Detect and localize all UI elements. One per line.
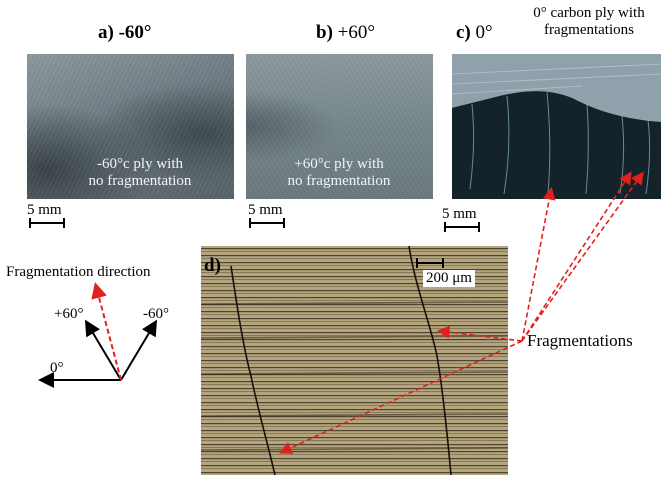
panel-c-caption-line1: 0° carbon ply with [533, 5, 645, 21]
panel-a-scale-label: 5 mm [27, 202, 62, 218]
panel-d-scalebar [416, 258, 444, 268]
panel-a-angle: -60° [118, 22, 152, 43]
panel-d-title: d) [204, 255, 221, 277]
panel-b-photo: +60°c ply with no fragmentation [246, 54, 433, 199]
panel-c-caption: 0° carbon ply with fragmentations [514, 5, 663, 39]
panel-a-letter: a) [98, 22, 114, 43]
zero-label: 0° [50, 360, 64, 376]
panel-b-letter: b) [316, 22, 333, 43]
panel-c-title: c) 0° [456, 22, 493, 44]
panel-a-scale: 5 mm [27, 202, 62, 219]
panel-c-scalebar [444, 222, 480, 232]
plus60-label: +60° [54, 306, 84, 322]
panel-b-angle: +60° [337, 22, 375, 43]
panel-a-caption-line2: no fragmentation [88, 173, 192, 189]
panel-b-caption: +60°c ply with no fragmentation [264, 156, 414, 190]
panel-a-photo: -60°c ply with no fragmentation [27, 54, 234, 199]
panel-b-caption-line2: no fragmentation [287, 173, 391, 189]
panel-a-caption-line1: -60°c ply with [97, 156, 183, 172]
minus60-label: -60° [143, 306, 169, 322]
panel-d-photo: 200 μm [201, 246, 508, 475]
panel-c-scale: 5 mm [442, 206, 477, 223]
panel-b-scale-label: 5 mm [248, 202, 283, 218]
panel-b-scale: 5 mm [248, 202, 283, 219]
panel-c-scale-label: 5 mm [442, 206, 477, 222]
panel-a-title: a) -60° [98, 22, 152, 44]
panel-c-angle: 0° [475, 22, 493, 43]
panel-b-title: b) +60° [316, 22, 375, 44]
panel-a-scalebar [29, 218, 65, 228]
panel-d-letter: d) [204, 255, 221, 276]
panel-a-caption: -60°c ply with no fragmentation [65, 156, 215, 190]
panel-c-texture [452, 54, 661, 199]
fragmentations-label: Fragmentations [527, 331, 633, 350]
panel-d-scale: 200 μm [423, 270, 475, 287]
panel-b-scalebar [249, 218, 285, 228]
panel-c-photo [452, 54, 661, 199]
panel-d-scale-label: 200 μm [426, 270, 472, 286]
panel-c-letter: c) [456, 22, 471, 43]
panel-b-caption-line1: +60°c ply with [294, 156, 384, 172]
panel-c-caption-line2: fragmentations [544, 22, 634, 38]
fragmentation-direction-label: Fragmentation direction [6, 264, 151, 280]
